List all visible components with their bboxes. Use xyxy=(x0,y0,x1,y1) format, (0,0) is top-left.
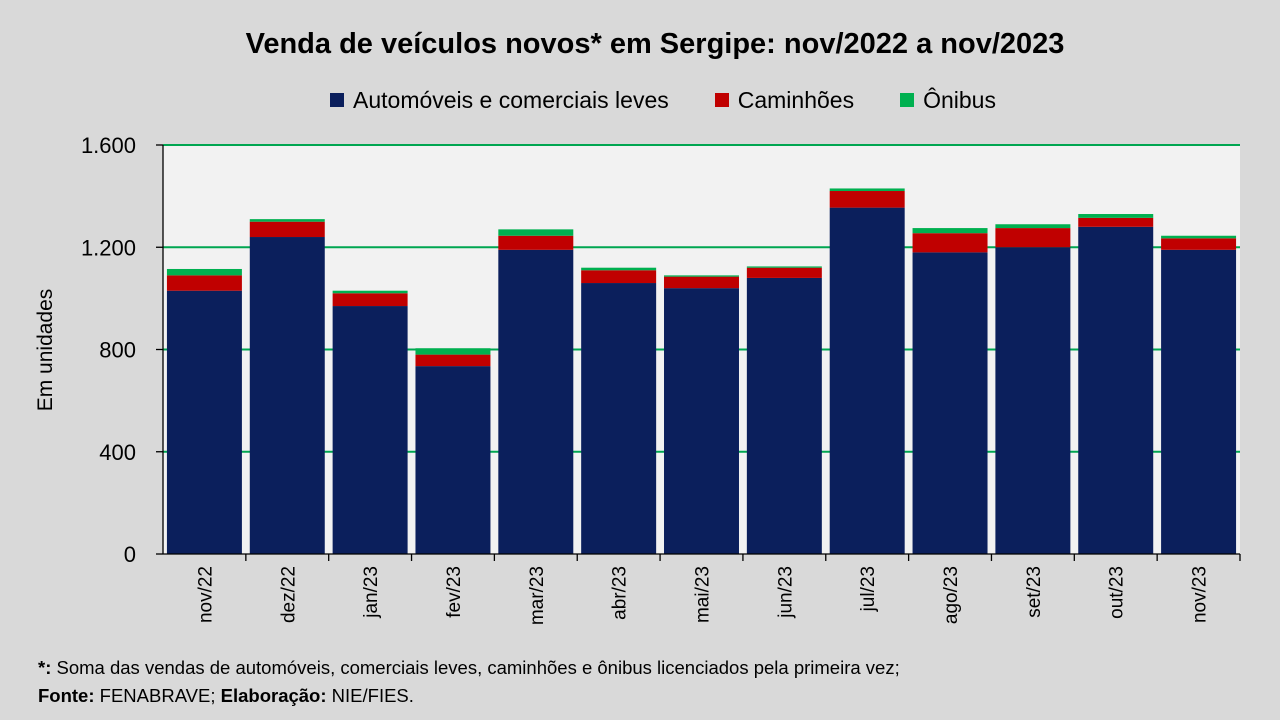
y-tick-label: 1.200 xyxy=(81,235,136,260)
bar-automoveis-out-23 xyxy=(1078,226,1154,555)
bars xyxy=(166,188,1237,555)
bar-automoveis-dez-22 xyxy=(249,237,325,554)
bar-automoveis-mar-23 xyxy=(498,249,574,554)
bar-onibus-mar-23 xyxy=(498,229,574,236)
legend-swatch-onibus xyxy=(900,93,915,107)
bar-automoveis-jul-23 xyxy=(829,207,905,555)
bar-caminhoes-mar-23 xyxy=(498,235,574,250)
bar-caminhoes-fev-23 xyxy=(415,354,491,367)
bar-caminhoes-set-23 xyxy=(995,228,1071,248)
bar-onibus-nov-23 xyxy=(1161,235,1237,239)
y-tick-label: 1.600 xyxy=(81,133,136,158)
legend-label-automoveis: Automóveis e comerciais leves xyxy=(353,86,669,113)
bar-automoveis-abr-23 xyxy=(581,283,657,554)
legend-item-caminhoes: Caminhões xyxy=(714,86,855,114)
bar-onibus-out-23 xyxy=(1078,214,1154,218)
x-tick-label: out/23 xyxy=(1107,566,1128,619)
footnote-definition: *: Soma das vendas de automóveis, comerc… xyxy=(38,657,900,678)
bar-automoveis-nov-23 xyxy=(1161,249,1237,554)
bar-automoveis-ago-23 xyxy=(912,252,988,555)
bar-automoveis-mai-23 xyxy=(664,288,739,554)
chart-area: 0 400 800 1.200 1.600 nov/22 dez/22 jan/23 fev/2… xyxy=(34,133,1241,625)
x-tick-label: mai/23 xyxy=(693,566,714,623)
x-tick-label: jul/23 xyxy=(858,566,879,612)
bar-automoveis-nov-22 xyxy=(166,290,242,554)
x-tick-label: fev/23 xyxy=(444,566,465,618)
bar-caminhoes-nov-23 xyxy=(1161,238,1237,250)
y-tick-label: 800 xyxy=(99,338,136,363)
bar-caminhoes-dez-22 xyxy=(249,221,325,238)
x-tick-label: jan/23 xyxy=(361,566,382,619)
bar-onibus-mai-23 xyxy=(664,275,739,277)
legend-label-onibus: Ônibus xyxy=(923,86,996,113)
bar-caminhoes-ago-23 xyxy=(912,233,988,253)
y-axis-label: Em unidades xyxy=(34,289,57,412)
bar-onibus-dez-22 xyxy=(249,219,325,222)
bar-caminhoes-abr-23 xyxy=(581,270,657,284)
x-tick-label: abr/23 xyxy=(610,566,631,620)
bar-automoveis-set-23 xyxy=(995,247,1071,554)
x-tick-label: nov/22 xyxy=(195,566,216,623)
footnote-source: Fonte: FENABRAVE; Elaboração: NIE/FIES. xyxy=(38,685,414,706)
bar-onibus-ago-23 xyxy=(912,228,988,234)
chart-title: Venda de veículos novos* em Sergipe: nov… xyxy=(245,28,1065,60)
x-tick-label: set/23 xyxy=(1024,566,1045,618)
footnote: *: Soma das vendas de automóveis, comerc… xyxy=(38,654,900,710)
x-tick-label: nov/23 xyxy=(1190,566,1211,623)
bar-caminhoes-jul-23 xyxy=(829,191,905,208)
bar-onibus-jun-23 xyxy=(746,266,822,268)
bar-onibus-set-23 xyxy=(995,224,1071,229)
bar-caminhoes-out-23 xyxy=(1078,217,1154,227)
x-tick-label: mar/23 xyxy=(527,566,548,625)
axes: 0 400 800 1.200 1.600 nov/22 dez/22 jan/23 fev/2… xyxy=(81,133,1241,625)
legend-item-automoveis: Automóveis e comerciais leves xyxy=(330,87,669,114)
bar-onibus-fev-23 xyxy=(415,348,491,355)
y-tick-label: 400 xyxy=(99,440,136,465)
legend-label-caminhoes: Caminhões xyxy=(737,86,855,113)
y-tick-label: 0 xyxy=(124,542,136,567)
legend: Automóveis e comerciais leves Caminhões … xyxy=(330,86,1042,114)
bar-automoveis-fev-23 xyxy=(415,366,491,554)
legend-swatch-caminhoes xyxy=(714,93,729,107)
bar-caminhoes-jun-23 xyxy=(746,267,822,278)
bar-automoveis-jan-23 xyxy=(332,306,408,554)
bar-onibus-jul-23 xyxy=(829,188,905,192)
bar-onibus-jan-23 xyxy=(332,290,408,294)
x-tick-label: jun/23 xyxy=(775,566,796,619)
bar-automoveis-jun-23 xyxy=(746,277,822,554)
x-tick-label: dez/22 xyxy=(278,566,299,623)
bar-onibus-nov-22 xyxy=(166,268,242,276)
x-tick-label: ago/23 xyxy=(941,566,962,624)
bar-caminhoes-jan-23 xyxy=(332,293,408,307)
legend-swatch-automoveis xyxy=(330,93,344,107)
bar-onibus-abr-23 xyxy=(581,267,657,271)
legend-item-onibus: Ônibus xyxy=(900,87,996,114)
bar-caminhoes-mai-23 xyxy=(664,276,739,289)
bar-caminhoes-nov-22 xyxy=(166,275,242,291)
